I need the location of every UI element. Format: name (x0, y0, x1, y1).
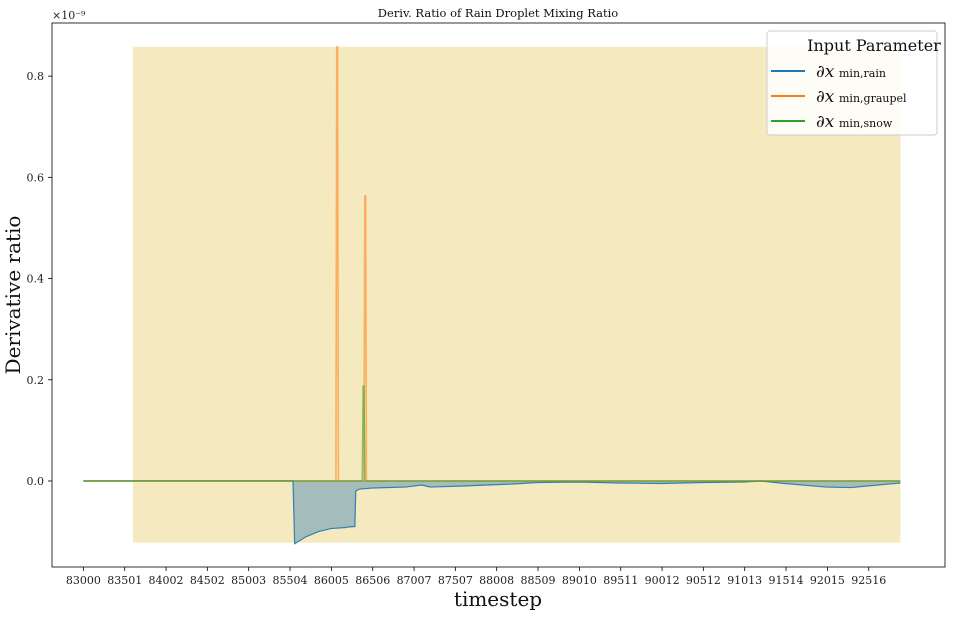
x-tick-label: 83501 (107, 574, 142, 587)
x-tick-label: 92516 (851, 574, 886, 587)
x-tick-label: 92015 (810, 574, 845, 587)
x-tick-label: 89010 (562, 574, 597, 587)
x-tick-label: 85003 (231, 574, 266, 587)
y-axis-offset-text: ×10⁻⁹ (52, 9, 86, 22)
legend-title: Input Parameter (807, 36, 941, 55)
chart-title: Deriv. Ratio of Rain Droplet Mixing Rati… (378, 6, 619, 20)
legend-sublabel-snow: min,snow (839, 117, 893, 130)
x-tick-label: 84002 (149, 574, 184, 587)
y-tick-label: 0.8 (27, 70, 45, 83)
x-tick-label: 88008 (479, 574, 514, 587)
legend-box (766, 30, 938, 136)
y-tick-label: 0.4 (27, 273, 45, 286)
x-tick-label: 86005 (314, 574, 349, 587)
y-tick-label: 0.0 (27, 475, 45, 488)
x-tick-label: 84502 (190, 574, 225, 587)
y-tick-label: 0.2 (27, 374, 45, 387)
series-line-xminsnow (83, 385, 901, 482)
y-axis-ticks: 0.0 0.2 0.4 0.6 0.8 (27, 70, 52, 488)
axes-frame (51, 22, 946, 568)
x-axis-ticks: 83000 83501 84002 84502 85003 85504 86005 86506… (66, 567, 886, 587)
x-tick-label: 86506 (355, 574, 390, 587)
x-tick-label: 91514 (769, 574, 804, 587)
x-tick-label: 90012 (645, 574, 680, 587)
legend-sublabel-graupel: min,graupel (839, 92, 907, 105)
x-tick-label: 87507 (438, 574, 473, 587)
legend-label-snow: ∂x (816, 112, 835, 132)
x-tick-label: 90512 (686, 574, 721, 587)
x-tick-label: 88509 (521, 574, 556, 587)
x-tick-label: 89511 (603, 574, 638, 587)
x-tick-label: 87007 (397, 574, 432, 587)
y-axis-label: Derivative ratio (1, 216, 25, 375)
legend-label-graupel: ∂x (816, 87, 835, 107)
legend: Input Parameter ∂x min,rain ∂x min,graup… (766, 30, 941, 136)
legend-label-rain: ∂x (816, 62, 835, 82)
y-tick-label: 0.6 (27, 171, 45, 184)
x-axis-label: timestep (454, 587, 542, 611)
legend-sublabel-rain: min,rain (839, 67, 886, 80)
x-tick-label: 85504 (273, 574, 308, 587)
x-tick-label: 83000 (66, 574, 101, 587)
x-tick-label: 91013 (727, 574, 762, 587)
